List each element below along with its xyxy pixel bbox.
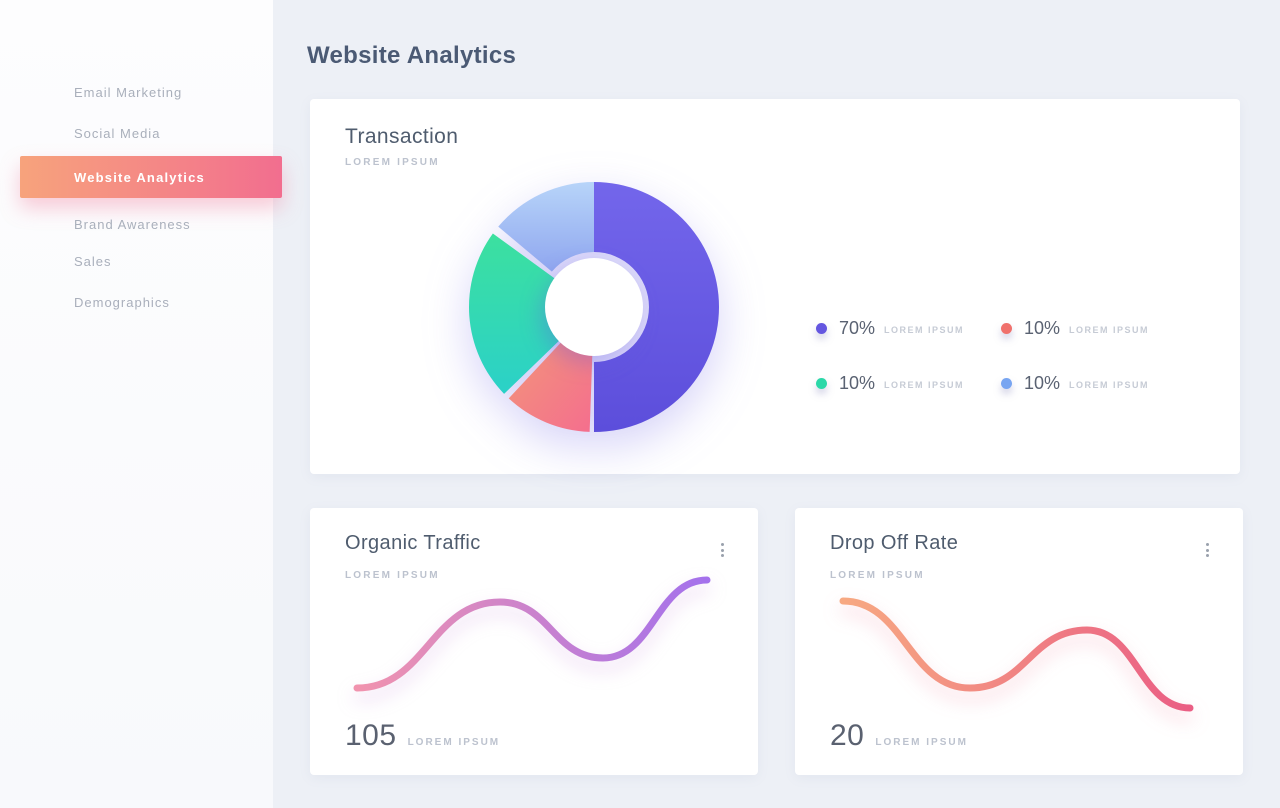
- organic-traffic-value-label: LOREM IPSUM: [407, 737, 501, 748]
- transaction-card-title: Transaction: [345, 125, 459, 148]
- sidebar-item-email-marketing[interactable]: Email Marketing: [74, 85, 183, 100]
- kebab-dot-icon: [720, 543, 724, 546]
- transaction-card-subtitle: LOREM IPSUM: [345, 157, 440, 168]
- drop-off-rate-card: Drop Off Rate LOREM IPSUM 20 LOREM IPSUM: [795, 508, 1243, 775]
- drop-off-rate-title: Drop Off Rate: [830, 532, 959, 554]
- legend-item: 70% LOREM IPSUM: [816, 301, 1001, 356]
- legend-label: LOREM IPSUM: [884, 324, 965, 335]
- sidebar-item-social-media[interactable]: Social Media: [74, 126, 161, 141]
- transaction-legend: 70% LOREM IPSUM 10% LOREM IPSUM 10% LORE…: [816, 301, 1186, 411]
- legend-label: LOREM IPSUM: [1069, 324, 1150, 335]
- sidebar-item-brand-awareness[interactable]: Brand Awareness: [74, 217, 191, 232]
- organic-traffic-title: Organic Traffic: [345, 532, 481, 554]
- organic-traffic-card: Organic Traffic LOREM IPSUM 105 LOREM IP…: [310, 508, 758, 775]
- sidebar-item-website-analytics[interactable]: Website Analytics: [20, 156, 282, 198]
- legend-item: 10% LOREM IPSUM: [1001, 356, 1186, 411]
- drop-off-rate-value: 20: [830, 719, 865, 752]
- kebab-dot-icon: [1205, 554, 1209, 557]
- donut-hole: [545, 258, 643, 356]
- legend-percent: 70%: [839, 318, 876, 338]
- sidebar-item-demographics[interactable]: Demographics: [74, 295, 170, 310]
- legend-percent: 10%: [1024, 373, 1061, 393]
- legend-percent: 10%: [1024, 318, 1061, 338]
- transaction-donut-chart: [469, 182, 719, 432]
- kebab-dot-icon: [720, 548, 724, 552]
- legend-dot-teal-icon: [816, 378, 827, 389]
- legend-dot-purple-icon: [816, 323, 827, 334]
- transaction-card: Transaction LOREM IPSUM 70% LOREM IPSUM …: [310, 99, 1240, 474]
- legend-dot-coral-icon: [1001, 323, 1012, 334]
- sidebar-item-label: Website Analytics: [74, 169, 205, 185]
- legend-dot-blue-icon: [1001, 378, 1012, 389]
- organic-traffic-subtitle: LOREM IPSUM: [345, 570, 440, 581]
- organic-traffic-value-row: 105 LOREM IPSUM: [345, 719, 500, 753]
- kebab-dot-icon: [1205, 548, 1209, 552]
- legend-item: 10% LOREM IPSUM: [1001, 301, 1186, 356]
- sidebar-item-sales[interactable]: Sales: [74, 254, 112, 269]
- organic-traffic-value: 105: [345, 719, 397, 752]
- legend-label: LOREM IPSUM: [1069, 379, 1150, 390]
- organic-traffic-menu-button[interactable]: [709, 536, 735, 564]
- drop-off-rate-subtitle: LOREM IPSUM: [830, 570, 925, 581]
- legend-item: 10% LOREM IPSUM: [816, 356, 1001, 411]
- drop-off-rate-menu-button[interactable]: [1194, 536, 1220, 564]
- legend-label: LOREM IPSUM: [884, 379, 965, 390]
- kebab-dot-icon: [1205, 543, 1209, 546]
- kebab-dot-icon: [720, 554, 724, 557]
- sidebar: Email Marketing Social Media Website Ana…: [0, 0, 282, 808]
- drop-off-rate-value-row: 20 LOREM IPSUM: [830, 719, 968, 753]
- page-title: Website Analytics: [307, 42, 517, 69]
- drop-off-rate-value-label: LOREM IPSUM: [875, 737, 968, 748]
- legend-percent: 10%: [839, 373, 876, 393]
